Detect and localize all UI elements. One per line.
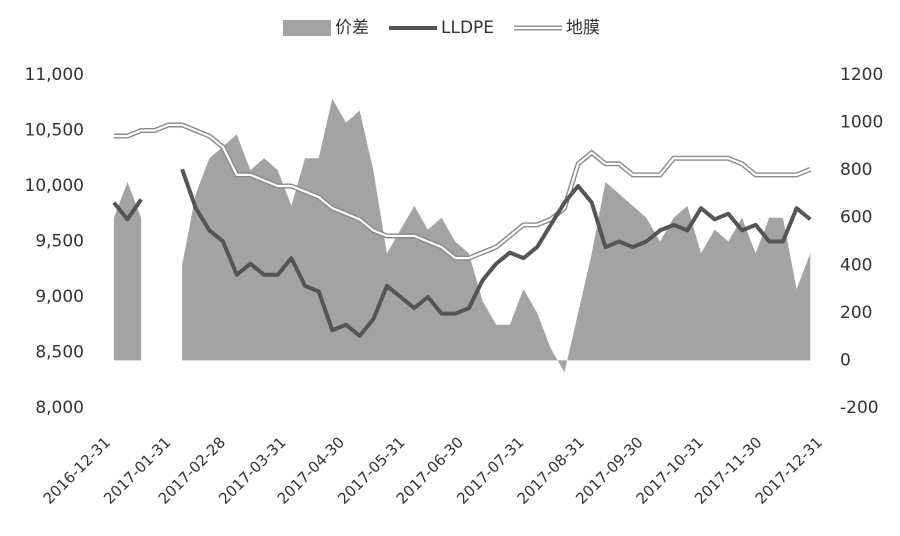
- line-inner: [113, 123, 811, 260]
- y2-tick-label: 800: [840, 160, 872, 180]
- y-tick-label: 9,000: [35, 287, 84, 307]
- y-tick-label: 9,500: [35, 232, 84, 252]
- legend-swatch: [283, 20, 331, 36]
- y2-tick-label: -200: [840, 398, 879, 418]
- area: [113, 98, 811, 373]
- line: [112, 168, 812, 338]
- y-tick-label: 10,000: [25, 176, 84, 196]
- y2-tick-label: 1200: [840, 65, 883, 85]
- legend: 价差 LLDPE 地膜: [283, 18, 600, 38]
- y2-tick-label: 1000: [840, 113, 883, 133]
- y-tick-label: 10,500: [25, 121, 84, 141]
- y2-tick-label: 200: [840, 303, 872, 323]
- legend-label: 价差: [335, 18, 369, 38]
- legend-label: LLDPE: [441, 18, 494, 38]
- y-tick-label: 8,500: [35, 343, 84, 363]
- legend-label: 地膜: [566, 18, 600, 38]
- y2-tick-label: 0: [840, 350, 851, 370]
- y-tick-label: 11,000: [25, 65, 84, 85]
- y-tick-label: 8,000: [35, 398, 84, 418]
- y2-tick-label: 400: [840, 255, 872, 275]
- y2-tick-label: 600: [840, 208, 872, 228]
